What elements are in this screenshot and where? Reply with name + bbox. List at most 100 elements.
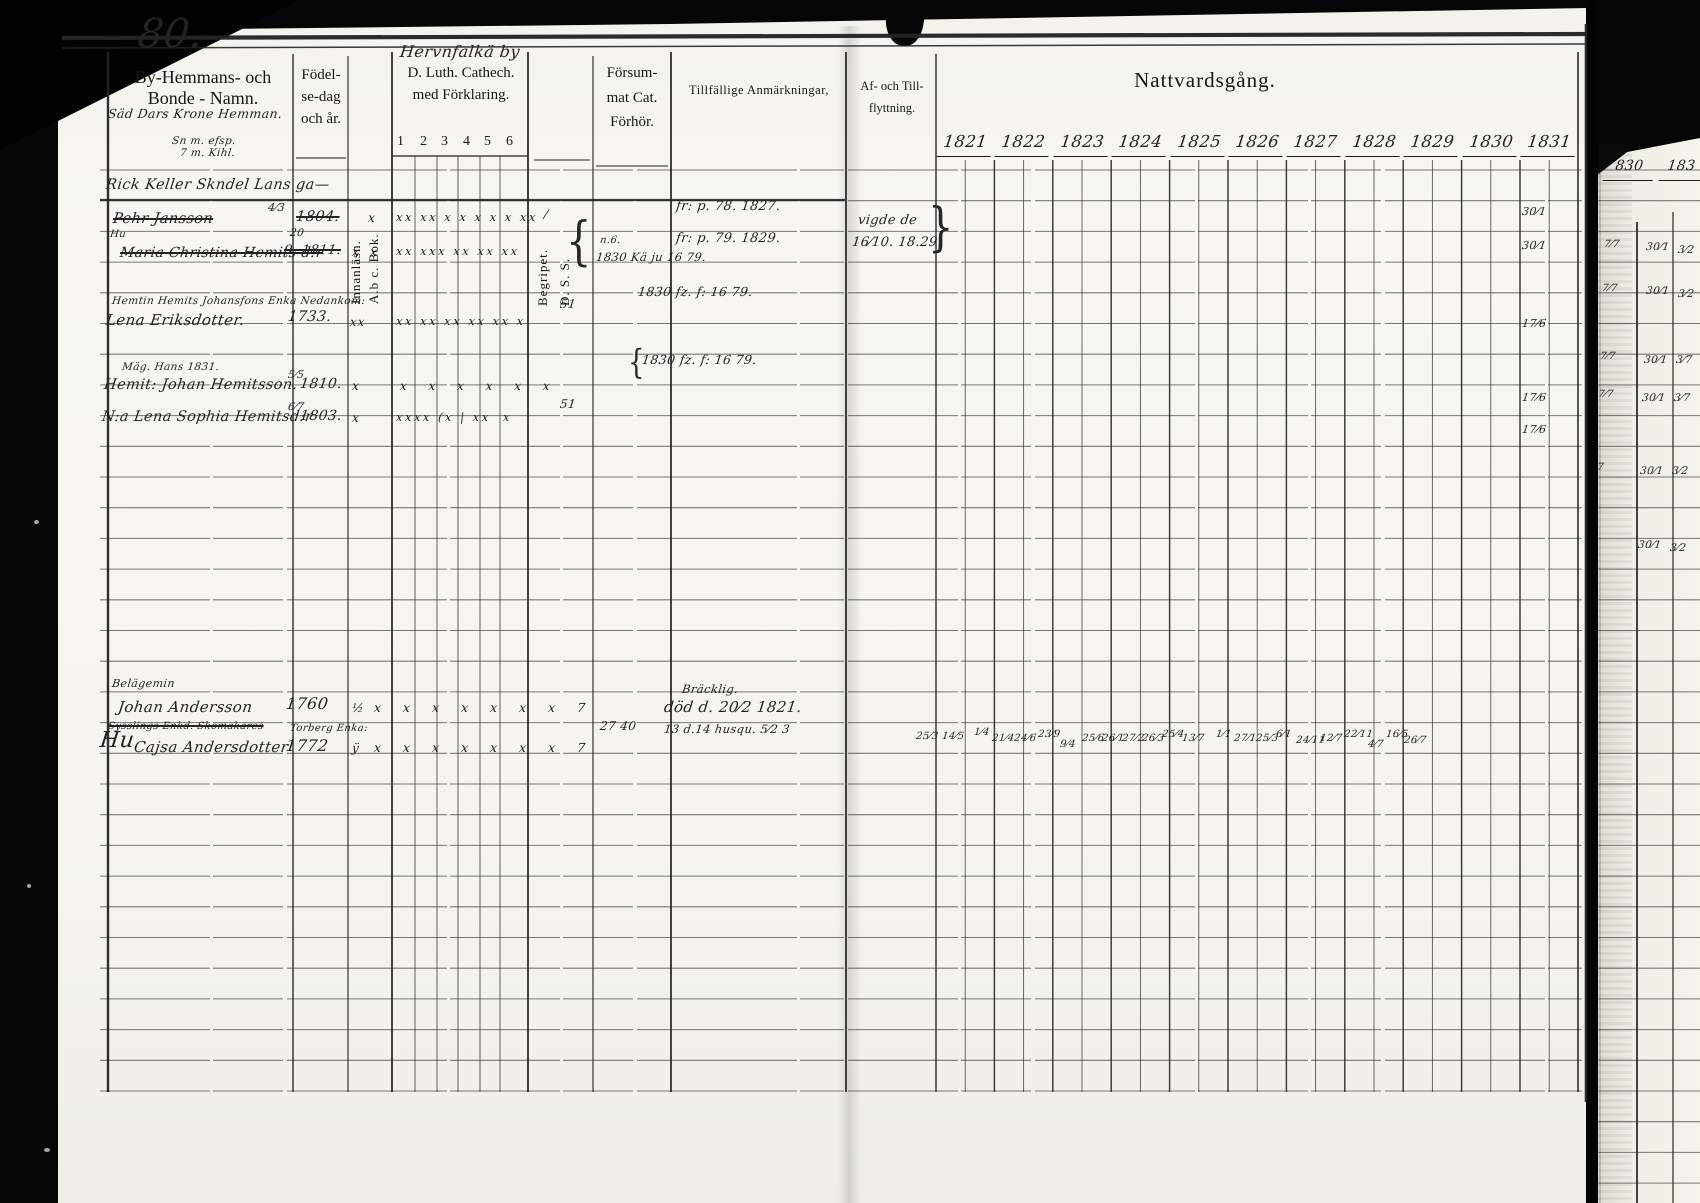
remark: fr: p. 78. 1827. xyxy=(675,199,782,214)
next-page-year-label: 830 xyxy=(1602,158,1656,181)
catechism-marks: xx xxx xx xx xx xyxy=(395,244,521,258)
communion-date: 23⁄9 xyxy=(1037,729,1062,740)
note: Torberg Enka: xyxy=(289,723,369,734)
moving-note: vigde de xyxy=(857,213,919,228)
neglect-note: n.6. xyxy=(599,235,622,246)
communion-date: 30⁄1 xyxy=(1641,392,1667,404)
year-label: 1830 xyxy=(1462,132,1520,157)
brace-mark: { xyxy=(566,212,592,272)
communion-date: 3⁄2 xyxy=(1677,244,1696,256)
name: Pehr Jansson xyxy=(112,211,215,227)
neglect-note: 27 40 xyxy=(599,719,638,733)
communion-date: 3⁄7 xyxy=(1675,354,1694,366)
remark: 13 d.14 husqu. 5⁄2 3 xyxy=(663,722,791,736)
reading-mark: x x xyxy=(351,244,380,259)
catechism-subcolumn-number: 6 xyxy=(506,134,513,149)
brace-mark: } xyxy=(928,198,954,258)
communion-date: 6⁄1 xyxy=(1275,729,1293,740)
year-label: 1826 xyxy=(1228,132,1286,157)
reading-mark: xx xyxy=(349,315,367,329)
name: Lena Eriksdotter. xyxy=(104,311,246,329)
catechism-subcolumn-number: 1 xyxy=(397,134,404,149)
group-note: Belägemin xyxy=(111,677,176,690)
birth-date: 20 xyxy=(289,227,305,239)
name: Johan Andersson xyxy=(116,698,254,716)
year-label: 1828 xyxy=(1345,132,1403,157)
reading-mark: ÿ xyxy=(351,741,361,755)
catechism-subcolumn-number: 5 xyxy=(484,134,491,149)
communion-date: 7 xyxy=(1596,462,1605,473)
communion-date: 17⁄6 xyxy=(1521,423,1548,436)
estate-note: Säd Dars Krone Hemman. xyxy=(107,106,284,121)
widow-note: Hemtin Hemits Johansfons Enka Nedankom: xyxy=(111,295,367,307)
remark: fr: p. 79. 1829. xyxy=(675,231,782,246)
remark: död d. 20⁄2 1821. xyxy=(662,698,803,716)
year-label: 1825 xyxy=(1170,132,1228,157)
communion-date: 26⁄7 xyxy=(1403,735,1428,746)
neglect-note: 51 xyxy=(559,297,577,311)
name-prefix: Hu xyxy=(109,229,127,240)
communion-date: 30⁄1 xyxy=(1521,205,1548,218)
column-header-communion: Nattvardsgång. xyxy=(1134,68,1276,92)
column-header-dss-line2: Begripet. xyxy=(535,248,550,306)
remark: 1830 fz. f: 16 79. xyxy=(641,352,758,367)
communion-date: 27⁄1 xyxy=(1233,733,1258,744)
reading-mark: x xyxy=(351,378,361,393)
birth-year: 9. 1811. xyxy=(283,243,342,258)
next-page-edge-paper xyxy=(1596,138,1700,1203)
note: Mäg. Hans 1831. xyxy=(121,361,221,373)
column-header-reading-line2: Innanläsn. xyxy=(348,240,363,304)
catechism-marks: xx xx x x x x x xx xyxy=(395,210,539,224)
communion-date: 30⁄1 xyxy=(1521,239,1548,252)
left-page-paper xyxy=(58,8,1588,1203)
row-heading: Rick Keller Skndel Lans ga— xyxy=(105,177,331,193)
year-label: 1827 xyxy=(1286,132,1344,157)
communion-date: 24⁄6 xyxy=(1013,733,1038,744)
communion-date: 30⁄1 xyxy=(1643,354,1669,366)
communion-date: 17⁄6 xyxy=(1521,391,1548,404)
remark: Bräcklig. xyxy=(681,682,740,696)
communion-date: 1⁄4 xyxy=(973,727,991,738)
scan-speck xyxy=(44,1148,50,1152)
column-header-moving-line2: flyttning. xyxy=(868,101,916,115)
communion-date: 30⁄1 xyxy=(1637,539,1663,551)
communion-date: 4⁄7 xyxy=(1367,739,1385,750)
page-gap-shadow xyxy=(1586,0,1598,1203)
birth-year: 1760 xyxy=(284,694,330,713)
birth-year: 1810. xyxy=(299,376,344,392)
column-header-birth-line1: Födel- xyxy=(301,67,341,83)
column-header-names-line2: Bonde - Namn. xyxy=(147,88,259,108)
year-label: 1823 xyxy=(1053,132,1111,157)
year-label: 1822 xyxy=(994,132,1052,157)
year-label: 1829 xyxy=(1403,132,1461,157)
column-header-birth-line2: se-dag xyxy=(301,89,341,105)
brace-mark: { xyxy=(628,343,645,383)
communion-date: 9⁄4 xyxy=(1059,739,1077,750)
communion-date: 25⁄3 xyxy=(915,731,940,742)
communion-date: 12⁄7 xyxy=(1319,733,1344,744)
name: N:a Lena Sophia Hemitsd:r xyxy=(101,409,314,425)
column-header-catechism-line2: med Förklaring. xyxy=(412,87,510,103)
page-number: 80. xyxy=(135,11,206,57)
column-header-catechism-line1: D. Luth. Cathech. xyxy=(407,65,515,81)
column-header-names-line1: By-Hemmans- och xyxy=(134,67,272,87)
communion-date: 21⁄4 xyxy=(991,733,1016,744)
catechism-subcolumn-number: 4 xyxy=(463,134,470,149)
communion-date: 30⁄1 xyxy=(1639,465,1665,477)
name: Hemit: Johan Hemitsson. xyxy=(103,377,299,393)
book-fold-shadow xyxy=(838,26,862,1203)
scan-speck xyxy=(27,884,31,888)
catechism-marks: xxxx (x | xx x xyxy=(395,410,513,424)
communion-date: 3⁄2 xyxy=(1671,465,1690,477)
neglect-note: 1830 Kä ju 16 79. xyxy=(595,250,707,264)
estate-note: Sn m. efsp. xyxy=(171,135,237,147)
birth-year: 1804. xyxy=(295,209,341,225)
catechism-marks: x x x x x x xyxy=(399,379,560,393)
catechism-marks: x x x x x x x 7 xyxy=(373,740,596,755)
communion-date: 7⁄7 xyxy=(1597,389,1615,400)
birth-year: 1733. xyxy=(287,309,333,325)
catechism-subcolumn-number: 2 xyxy=(420,134,427,149)
birth-date: 4⁄3 xyxy=(267,201,286,214)
